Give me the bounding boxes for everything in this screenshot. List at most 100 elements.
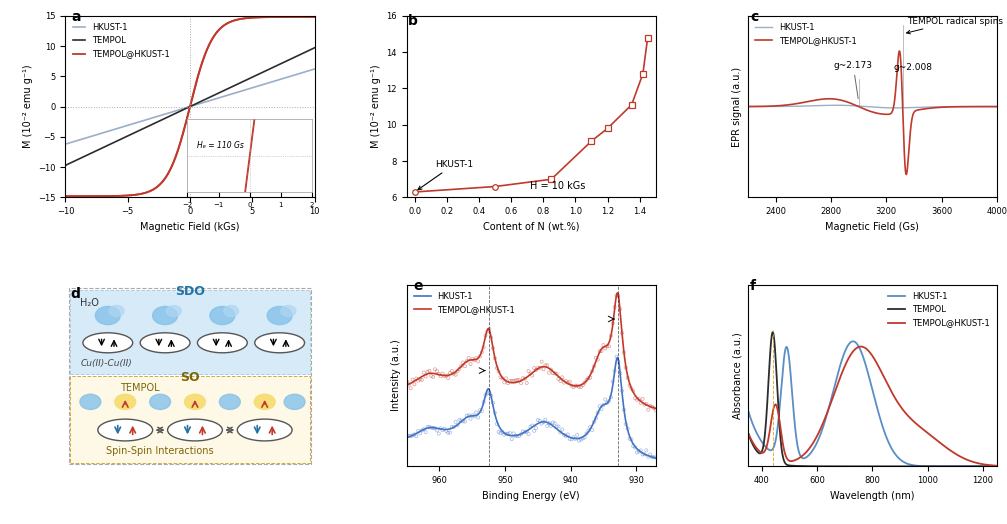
Point xyxy=(459,357,475,365)
Point xyxy=(569,381,585,390)
TEMPOL@HKUST-1 xyxy=(124,192,136,199)
Point xyxy=(614,387,630,395)
TEMPOL xyxy=(247,74,259,80)
Circle shape xyxy=(115,394,136,409)
HKUST-1 xyxy=(505,432,517,439)
Legend: HKUST-1, TEMPOL, TEMPOL@HKUST-1: HKUST-1, TEMPOL, TEMPOL@HKUST-1 xyxy=(885,289,993,331)
Legend: HKUST-1, TEMPOL@HKUST-1: HKUST-1, TEMPOL@HKUST-1 xyxy=(411,289,519,318)
Y-axis label: Intensity (a.u.): Intensity (a.u.) xyxy=(391,340,401,411)
Circle shape xyxy=(80,394,101,409)
Point xyxy=(567,434,583,443)
Point xyxy=(496,431,513,439)
Point xyxy=(560,378,576,387)
Point xyxy=(504,377,520,385)
Point xyxy=(481,325,497,333)
TEMPOL@HKUST-1 xyxy=(856,105,868,112)
Point xyxy=(449,421,465,430)
Point xyxy=(558,377,574,385)
HKUST-1 xyxy=(830,102,842,108)
Point xyxy=(551,422,567,431)
Point xyxy=(433,372,449,380)
Point xyxy=(410,427,426,435)
Point xyxy=(483,391,499,400)
Point xyxy=(515,374,531,383)
HKUST-1 xyxy=(742,103,754,110)
Line: TEMPOL@HKUST-1: TEMPOL@HKUST-1 xyxy=(65,17,314,196)
TEMPOL@HKUST-1 xyxy=(611,290,623,296)
Point xyxy=(510,376,526,384)
Point xyxy=(508,376,524,385)
Point xyxy=(606,303,622,311)
Point xyxy=(578,429,594,438)
Point xyxy=(473,407,489,415)
FancyBboxPatch shape xyxy=(70,290,309,374)
Point xyxy=(477,391,493,399)
Point xyxy=(580,374,596,383)
Point xyxy=(499,430,516,438)
Point xyxy=(434,369,450,378)
TEMPOL@HKUST-1 xyxy=(59,193,71,199)
TEMPOL@HKUST-1 xyxy=(206,36,219,42)
Point xyxy=(506,377,522,385)
Point xyxy=(560,430,576,439)
Point xyxy=(586,418,602,426)
TEMPOL xyxy=(206,93,219,99)
HKUST-1 xyxy=(889,105,901,111)
Point xyxy=(468,354,484,362)
Point xyxy=(483,333,499,342)
Legend: HKUST-1, TEMPOL@HKUST-1: HKUST-1, TEMPOL@HKUST-1 xyxy=(752,20,860,49)
Point xyxy=(530,364,546,372)
TEMPOL xyxy=(172,109,184,115)
Point xyxy=(446,369,462,378)
TEMPOL@HKUST-1 xyxy=(913,423,925,429)
Point xyxy=(545,369,561,377)
Ellipse shape xyxy=(197,333,248,353)
HKUST-1 xyxy=(941,463,953,470)
Point xyxy=(492,373,509,381)
Ellipse shape xyxy=(140,333,190,353)
Point xyxy=(521,430,537,438)
Point xyxy=(449,367,465,375)
Point xyxy=(472,352,488,361)
TEMPOL@HKUST-1 xyxy=(767,406,779,412)
Text: SDO: SDO xyxy=(175,285,204,298)
Point xyxy=(599,399,615,407)
Point xyxy=(519,428,535,436)
Line: HKUST-1: HKUST-1 xyxy=(407,358,656,458)
Point xyxy=(604,377,620,386)
TEMPOL@HKUST-1 xyxy=(937,441,949,447)
HKUST-1 xyxy=(634,449,646,455)
Point xyxy=(634,395,651,403)
Text: TEMPOL radical spins: TEMPOL radical spins xyxy=(906,17,1003,34)
Point xyxy=(543,365,559,374)
Circle shape xyxy=(153,307,177,325)
Point xyxy=(569,431,585,439)
Point xyxy=(590,409,606,417)
Point xyxy=(530,416,546,424)
TEMPOL@HKUST-1 xyxy=(893,48,905,54)
Point xyxy=(593,347,609,355)
Point xyxy=(444,367,460,375)
TEMPOL@HKUST-1 xyxy=(634,398,646,404)
Line: TEMPOL: TEMPOL xyxy=(65,48,314,166)
Point xyxy=(464,355,480,363)
Point xyxy=(460,354,476,362)
Point xyxy=(597,344,613,353)
Y-axis label: M (10⁻² emu g⁻¹): M (10⁻² emu g⁻¹) xyxy=(371,65,381,148)
Ellipse shape xyxy=(83,333,133,353)
Point xyxy=(459,411,475,420)
Y-axis label: Absorbance (a.u.): Absorbance (a.u.) xyxy=(732,332,742,419)
Point xyxy=(643,402,660,411)
Point xyxy=(573,383,589,391)
Text: H = 10 kGs: H = 10 kGs xyxy=(531,181,586,191)
HKUST-1 xyxy=(847,338,859,344)
TEMPOL xyxy=(913,463,925,470)
Point xyxy=(462,414,478,423)
Point xyxy=(412,375,428,384)
TEMPOL@HKUST-1 xyxy=(852,344,864,351)
HKUST-1 xyxy=(991,463,1003,470)
Circle shape xyxy=(267,307,292,325)
Point xyxy=(423,423,439,432)
Point xyxy=(595,341,611,350)
TEMPOL xyxy=(843,463,855,470)
